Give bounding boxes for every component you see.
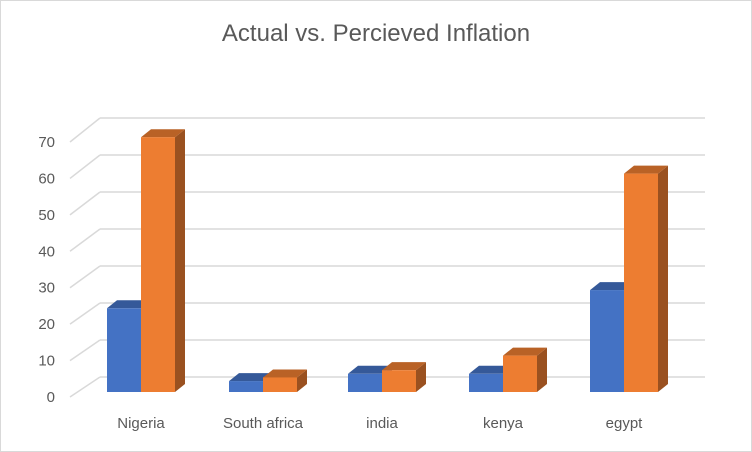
gridline-depth: [69, 302, 101, 325]
y-tick-label: 70: [38, 134, 55, 151]
gridline-depth: [69, 228, 101, 252]
y-tick-label: 30: [38, 280, 55, 297]
bar: [590, 290, 624, 392]
gridline-depth: [69, 117, 101, 143]
y-tick-label: 60: [38, 170, 55, 187]
chart-title: Actual vs. Percieved Inflation: [221, 20, 531, 47]
bar: [382, 370, 416, 392]
y-tick-label: 40: [38, 243, 55, 260]
bar-top: [469, 365, 513, 374]
gridline-depth: [69, 376, 101, 398]
x-category-label: egypt: [606, 415, 644, 432]
bar: [503, 355, 537, 392]
bar: [263, 377, 297, 392]
bar-top: [107, 300, 151, 309]
bar-side: [175, 129, 185, 392]
bar: [141, 137, 175, 392]
bar: [229, 381, 263, 392]
y-tick-label: 50: [38, 207, 55, 224]
bar-top: [141, 129, 185, 138]
gridline-depth: [69, 265, 101, 289]
bar-side: [658, 165, 668, 392]
bar-top: [590, 282, 634, 291]
bar-top: [382, 362, 426, 371]
gridline-depth: [69, 339, 101, 362]
bar-side: [537, 347, 547, 392]
y-tick-label: 0: [47, 389, 55, 406]
y-tick-label: 10: [38, 353, 55, 370]
gridline-depth: [69, 191, 101, 216]
bar: [469, 373, 503, 392]
y-tick-label: 20: [38, 316, 55, 333]
bar-top: [229, 373, 273, 382]
bar: [107, 308, 141, 392]
x-category-label: india: [366, 415, 398, 432]
bar-top: [348, 365, 392, 374]
bar: [624, 173, 658, 392]
bar: [348, 373, 382, 392]
bar-side: [297, 369, 307, 392]
bar-top: [503, 347, 547, 356]
bar-side: [416, 362, 426, 392]
bar-top: [624, 165, 668, 174]
x-category-label: Nigeria: [117, 415, 165, 432]
x-category-label: South africa: [223, 415, 304, 432]
bar-top: [263, 369, 307, 378]
gridline-depth: [69, 154, 101, 180]
x-category-label: kenya: [483, 415, 524, 432]
